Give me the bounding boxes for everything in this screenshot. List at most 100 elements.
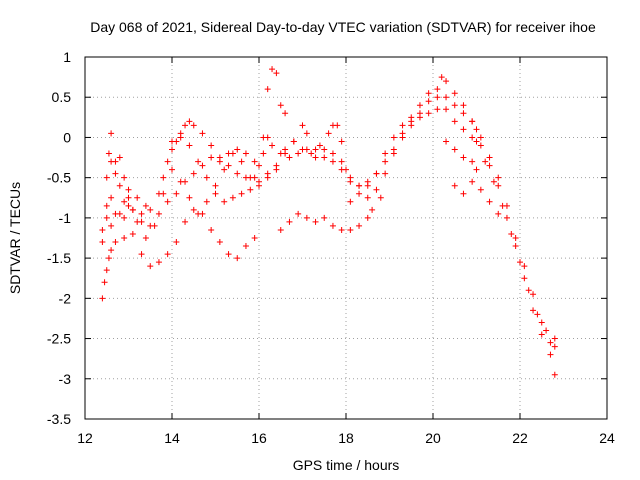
data-point (451, 146, 458, 153)
data-point (147, 263, 154, 270)
data-point (216, 239, 223, 246)
axis-ticks: 12 14 16 18 20 22 24 -3.5 -3 -2.5 -2 -1.5 -1 -0.5 0 0.5… (47, 49, 615, 446)
data-point (103, 214, 110, 221)
data-point (477, 186, 484, 193)
data-point (512, 243, 519, 250)
data-point (251, 235, 258, 241)
data-point (256, 162, 262, 169)
data-point (434, 94, 441, 101)
data-point (208, 226, 215, 233)
data-point (356, 222, 363, 229)
x-tick-label: 14 (164, 430, 180, 446)
data-point (225, 162, 232, 169)
data-point (108, 247, 115, 254)
data-point (299, 122, 306, 129)
data-point (295, 150, 302, 157)
data-point (499, 202, 506, 209)
data-point (186, 118, 193, 125)
chart-title: Day 068 of 2021, Sidereal Day-to-day VTE… (90, 19, 596, 35)
series-track-g (443, 138, 480, 173)
data-point (129, 230, 136, 237)
data-point (399, 130, 406, 137)
data-point (495, 210, 502, 217)
data-point (151, 222, 158, 229)
data-point (99, 239, 106, 246)
data-point (101, 279, 108, 286)
data-point (377, 194, 384, 201)
y-tick-label: -1 (59, 210, 72, 226)
data-point (460, 126, 467, 133)
data-point (451, 102, 458, 109)
x-tick-label: 12 (77, 430, 93, 446)
data-point (338, 158, 345, 165)
data-point (399, 122, 406, 129)
data-point (451, 118, 458, 125)
data-point (382, 150, 389, 157)
data-point (538, 319, 545, 326)
series-track-b (103, 66, 289, 217)
data-point (408, 114, 415, 121)
data-point (169, 146, 175, 153)
data-point (473, 138, 480, 145)
data-point (364, 194, 371, 201)
data-point (390, 150, 397, 157)
y-tick-label: -3 (59, 371, 72, 387)
data-point (486, 162, 493, 169)
data-point (108, 158, 115, 165)
data-point (164, 158, 171, 165)
data-point (364, 214, 371, 221)
data-point (425, 90, 432, 97)
data-point (286, 218, 293, 225)
data-point (469, 134, 476, 141)
data-point (203, 198, 210, 205)
series-track-a (99, 74, 558, 350)
data-point (247, 174, 254, 181)
data-point (321, 146, 328, 153)
data-point (295, 210, 302, 217)
data-point (312, 154, 319, 161)
data-point (190, 122, 197, 129)
data-point (425, 110, 432, 117)
data-point (121, 235, 128, 241)
data-point (177, 178, 184, 185)
data-point (286, 154, 293, 161)
data-point (543, 327, 550, 334)
data-point (142, 235, 149, 241)
data-point (438, 74, 445, 81)
data-point (443, 106, 450, 113)
data-point (373, 186, 380, 193)
series-track-h (451, 178, 502, 217)
data-point (356, 182, 363, 189)
data-point (473, 126, 480, 133)
data-points (99, 66, 558, 378)
data-point (155, 210, 162, 217)
series-track-j (108, 154, 149, 209)
data-point (116, 154, 123, 161)
grid (85, 57, 607, 419)
data-point (108, 130, 115, 137)
data-point (105, 150, 112, 157)
data-point (517, 259, 523, 266)
data-point (229, 150, 236, 157)
data-point (251, 158, 258, 165)
data-point (325, 130, 332, 137)
data-point (329, 222, 336, 229)
data-point (273, 70, 280, 77)
data-point (242, 243, 249, 250)
data-point (121, 214, 128, 221)
data-point (382, 158, 389, 165)
data-point (443, 94, 450, 101)
data-point (269, 142, 276, 149)
data-point (338, 138, 345, 145)
data-point (216, 154, 223, 161)
data-point (551, 371, 558, 378)
data-point (116, 210, 123, 217)
data-point (112, 170, 119, 177)
data-point (277, 226, 284, 233)
data-point (173, 239, 180, 246)
data-point (208, 142, 215, 149)
data-point (303, 214, 310, 221)
data-point (169, 166, 175, 173)
data-point (469, 178, 476, 185)
